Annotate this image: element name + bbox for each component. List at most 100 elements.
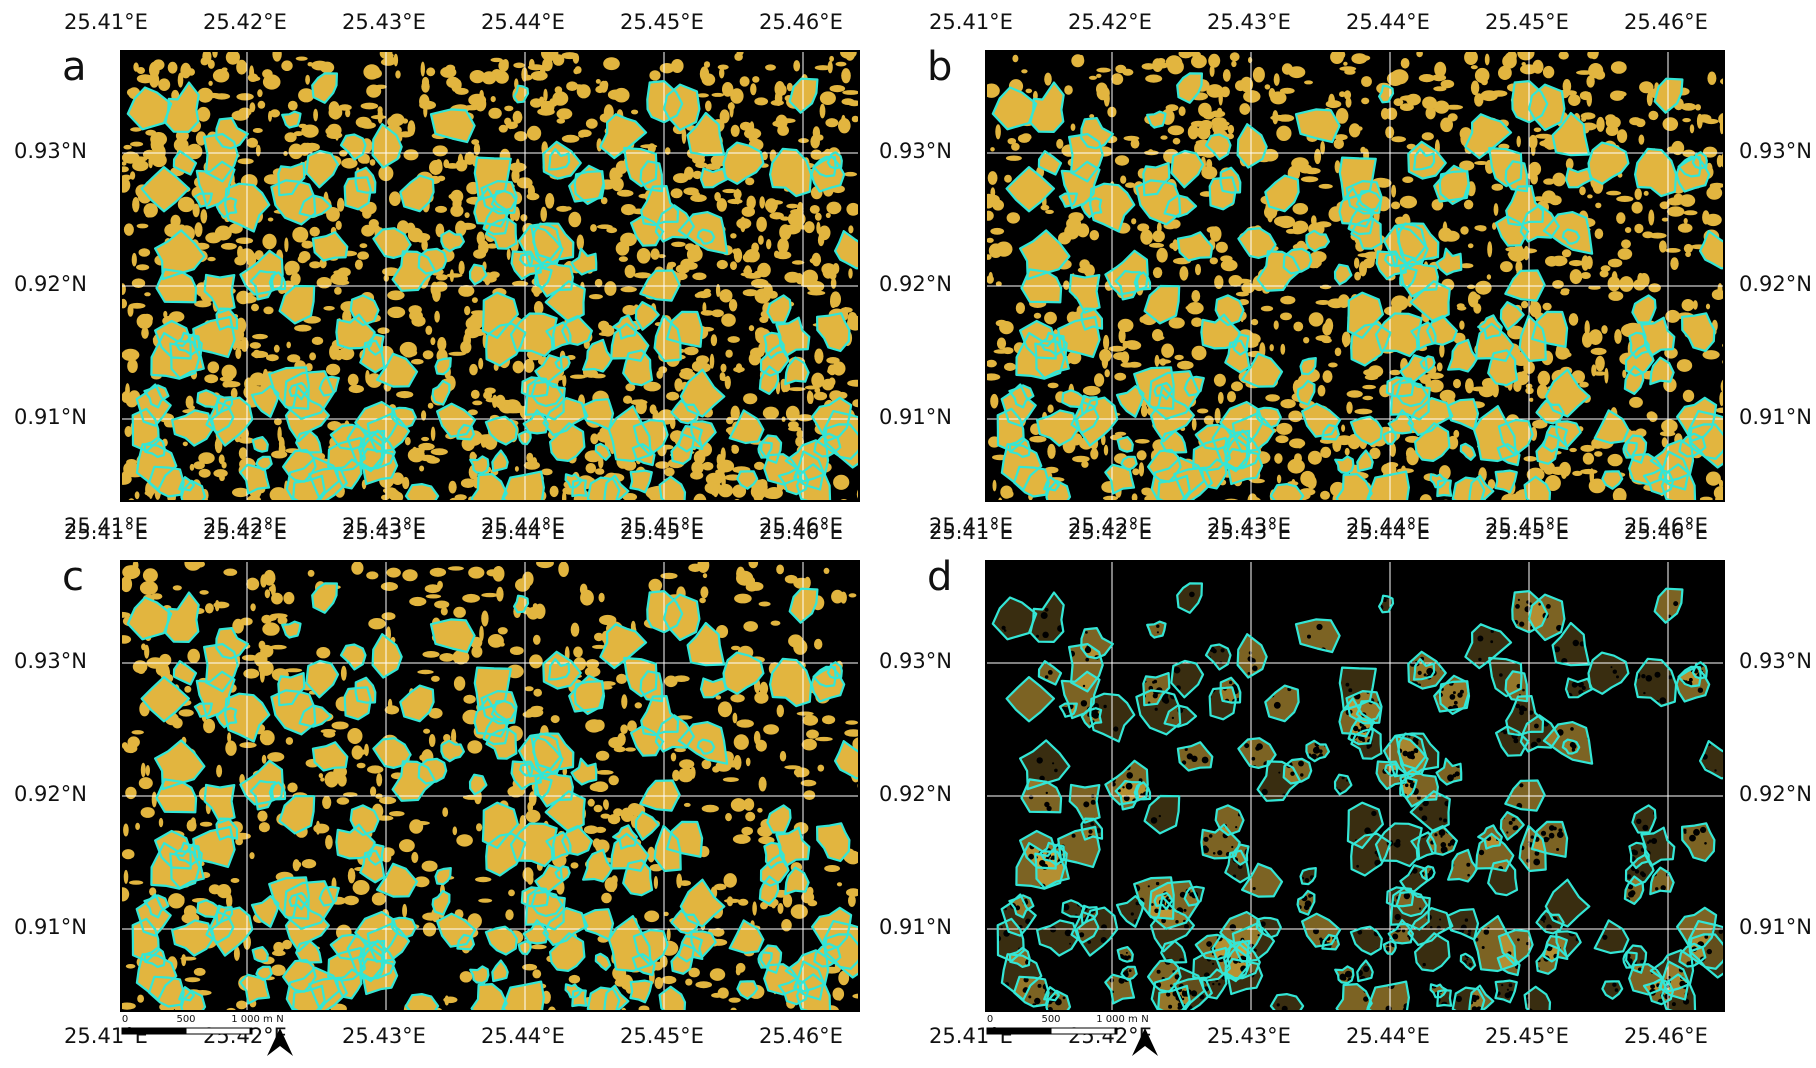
crown-outline: [480, 180, 518, 215]
crown-outline: [640, 695, 680, 737]
crown-outline: [1535, 433, 1561, 465]
crown-outline: [1495, 725, 1530, 757]
crown-outline: [1231, 843, 1250, 866]
crown-outline: [1231, 333, 1250, 356]
crown-outline: [1419, 355, 1436, 372]
crown-outline: [1542, 211, 1594, 255]
crown-outline: [1504, 779, 1546, 812]
crown-outline: [153, 229, 206, 281]
crown-outline: [1447, 338, 1479, 373]
crown-outline: [343, 176, 372, 211]
crown-outline: [629, 469, 653, 494]
crown-outline: [1335, 473, 1373, 500]
longitude-label-bottom: 25.44°E: [1346, 514, 1430, 538]
crown-outline: [1020, 268, 1063, 304]
crown-outline: [1419, 865, 1436, 882]
crown-outline: [812, 665, 837, 688]
crown-outline: [612, 314, 638, 340]
crown-outline: [1255, 916, 1282, 939]
crown-outline: [131, 407, 160, 453]
longitude-label-bottom: 25.46°E: [1624, 514, 1708, 538]
crown-outline: [1176, 231, 1214, 262]
crown-outline: [1435, 757, 1463, 786]
longitude-label-top: 25.42°E: [203, 10, 287, 34]
crown-outline: [473, 156, 512, 201]
crown-outline: [1068, 783, 1101, 824]
longitude-label-top: 25.46°E: [1624, 520, 1708, 544]
crown-outline: [519, 253, 534, 267]
crown-outline: [1518, 824, 1547, 873]
crown-outline: [473, 666, 512, 711]
crown-outline: [757, 951, 773, 969]
crown-outline: [470, 473, 508, 500]
crown-outline: [1374, 822, 1423, 868]
crown-outline: [1173, 466, 1213, 500]
crown-outline: [1468, 474, 1495, 500]
longitude-label-top: 25.43°E: [342, 520, 426, 544]
canopy-layer: [122, 52, 858, 500]
crown-outline: [1542, 721, 1594, 765]
crown-outline: [484, 925, 518, 956]
crown-outline: [1020, 778, 1063, 814]
longitude-label-top: 25.43°E: [1207, 10, 1291, 34]
crown-outline: [1544, 878, 1591, 928]
crown-outline: [1356, 449, 1374, 473]
crown-outlines: [126, 72, 858, 500]
crown-outline: [205, 400, 235, 434]
crown-outline: [359, 339, 386, 374]
crown-outline: [1518, 314, 1547, 363]
crown-outline: [612, 824, 638, 850]
longitude-label-bottom: 25.45°E: [620, 1024, 704, 1048]
crown-outline: [1294, 618, 1341, 654]
crown-outline: [549, 932, 586, 972]
crown-outline: [653, 314, 682, 363]
crown-outline: [335, 823, 376, 860]
crown-outline: [530, 380, 564, 408]
crown-outline: [1211, 934, 1251, 983]
crown-outline: [570, 247, 598, 276]
scale-label: 0: [121, 1014, 129, 1025]
crown-outline: [1691, 661, 1708, 680]
crown-outline: [810, 906, 853, 952]
crown-outline: [1114, 269, 1142, 301]
crown-outline: [1633, 657, 1678, 708]
crown-outline: [473, 697, 510, 738]
crown-outline: [1068, 273, 1101, 314]
crown-outline: [1551, 621, 1591, 667]
crown-outline: [679, 368, 726, 418]
crown-outline: [795, 463, 832, 500]
crown-outline: [534, 266, 553, 289]
crown-outline: [1000, 893, 1037, 937]
crown-outline: [343, 686, 372, 721]
crown-outline: [788, 587, 819, 624]
crown-outline: [308, 466, 348, 500]
longitude-label-top: 25.45°E: [1485, 10, 1569, 34]
crown-outline: [1345, 690, 1383, 725]
crown-outline: [1447, 848, 1479, 883]
crown-outline: [1135, 689, 1182, 736]
longitude-label-top: 25.41°E: [64, 520, 148, 544]
crown-outline: [1601, 980, 1624, 1000]
crown-outline: [1660, 973, 1697, 1010]
crown-outline: [530, 222, 575, 270]
crown-outline: [1143, 794, 1181, 835]
crown-outline: [480, 690, 518, 725]
crown-outline: [372, 737, 412, 769]
crown-outline: [1338, 156, 1377, 201]
map-frame: [985, 50, 1725, 502]
crown-outline: [1294, 108, 1341, 144]
crown-outline: [354, 910, 399, 958]
latitude-label: 0.92°N: [14, 782, 87, 806]
longitude-label-top: 25.41°E: [64, 10, 148, 34]
latitude-label-right: 0.93°N: [1739, 139, 1812, 163]
crown-outline: [327, 946, 366, 982]
crown-outline: [766, 804, 792, 834]
longitude-label-top: 25.44°E: [481, 10, 565, 34]
crown-outline: [485, 217, 518, 250]
crown-outline: [339, 133, 367, 161]
crown-outline: [1678, 942, 1707, 968]
crown-outline: [268, 366, 310, 410]
crown-outline: [202, 642, 239, 693]
crown-outline: [603, 984, 630, 1010]
crown-outline: [1282, 757, 1313, 785]
